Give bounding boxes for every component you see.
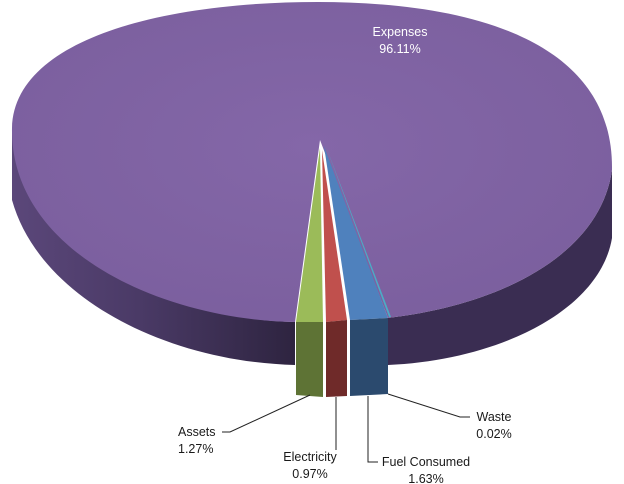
slice-expenses-side [12, 128, 295, 365]
label-electricity-value: 0.97% [292, 467, 327, 481]
label-assets-name: Assets [178, 425, 216, 439]
slice-fuel-consumed-side [350, 318, 388, 396]
slice-fuel-consumed-top [324, 146, 388, 320]
label-fuel-value: 1.63% [408, 472, 443, 484]
slice-electricity-top [322, 150, 347, 322]
label-assets-value: 1.27% [178, 442, 213, 456]
slice-waste-top [325, 144, 391, 317]
slice-fuel-consumed[interactable] [324, 146, 388, 396]
leader-waste [387, 393, 470, 418]
slice-expenses-side-right [388, 170, 612, 365]
label-waste-value: 0.02% [476, 427, 511, 441]
slice-assets[interactable] [296, 148, 323, 397]
slice-waste[interactable] [325, 144, 391, 317]
label-fuel-name: Fuel Consumed [382, 455, 470, 469]
slice-electricity[interactable] [322, 150, 347, 397]
label-electricity-name: Electricity [283, 450, 337, 464]
label-waste-name: Waste [477, 410, 512, 424]
leader-fuel [367, 396, 378, 463]
slice-assets-side [296, 322, 323, 397]
slice-expenses[interactable] [11, 2, 613, 365]
label-expenses-value: 96.11% [379, 42, 420, 56]
label-expenses-name: Expenses [373, 25, 428, 39]
leader-assets [222, 394, 311, 433]
slice-assets-top [296, 148, 323, 322]
slice-expenses-top [11, 2, 613, 322]
slice-electricity-side [326, 320, 347, 397]
